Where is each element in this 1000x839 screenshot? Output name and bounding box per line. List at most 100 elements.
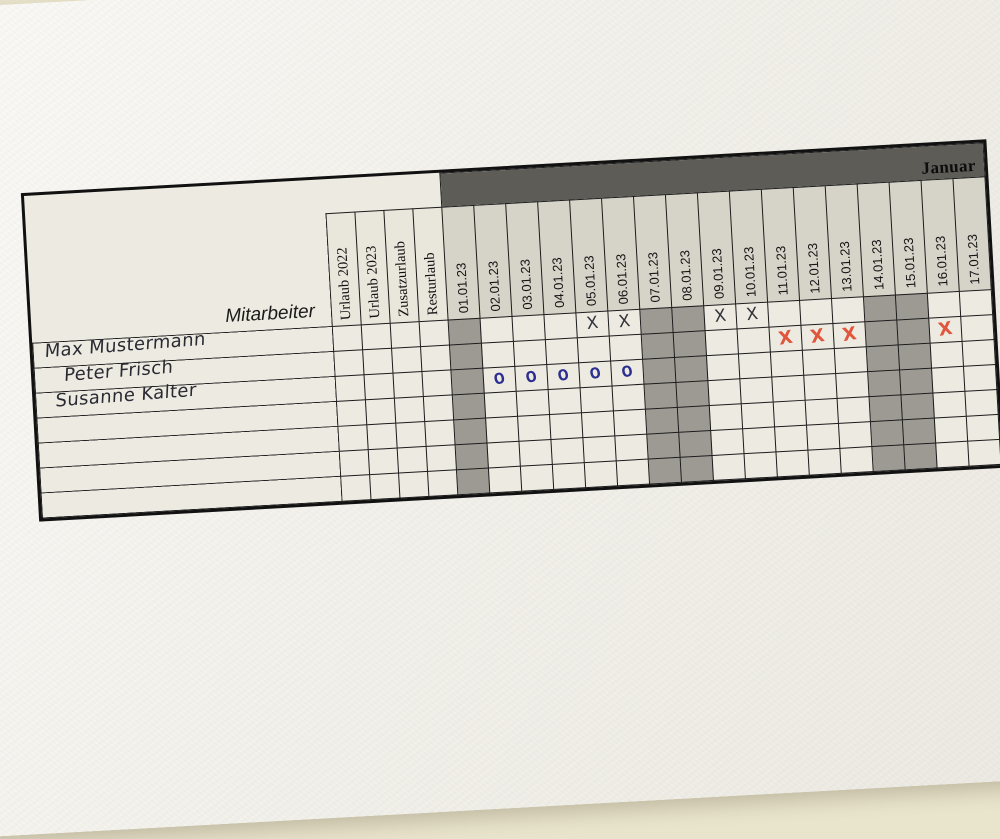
- day-cell-12.01.23[interactable]: X: [800, 323, 835, 350]
- day-cell-14.01.23[interactable]: [871, 444, 906, 472]
- day-cell-02.01.23[interactable]: [481, 340, 515, 368]
- day-cell-08.01.23[interactable]: [680, 454, 714, 482]
- day-cell-08.01.23[interactable]: [674, 355, 708, 382]
- day-cell-14.01.23[interactable]: [866, 344, 900, 372]
- tally-cell[interactable]: [332, 324, 363, 351]
- day-cell-10.01.23[interactable]: [742, 426, 776, 454]
- day-cell-01.01.23[interactable]: [452, 392, 486, 420]
- day-cell-07.01.23[interactable]: [643, 381, 678, 409]
- day-cell-06.01.23[interactable]: [611, 383, 646, 411]
- day-cell-05.01.23[interactable]: X: [575, 310, 610, 338]
- tally-cell[interactable]: [392, 371, 424, 398]
- day-cell-12.01.23[interactable]: [802, 348, 836, 375]
- day-cell-15.01.23[interactable]: [896, 317, 931, 345]
- day-cell-12.01.23[interactable]: [807, 447, 842, 475]
- day-cell-17.01.23[interactable]: [960, 314, 994, 341]
- day-cell-13.01.23[interactable]: X: [832, 321, 867, 349]
- tally-cell[interactable]: [366, 422, 398, 450]
- day-cell-09.01.23[interactable]: [710, 428, 744, 455]
- day-cell-08.01.23[interactable]: [673, 330, 707, 357]
- day-cell-14.01.23[interactable]: [870, 419, 904, 447]
- day-cell-06.01.23[interactable]: [616, 458, 650, 486]
- day-cell-17.01.23[interactable]: [963, 364, 997, 391]
- day-cell-13.01.23[interactable]: [831, 296, 865, 324]
- day-cell-10.01.23[interactable]: [737, 326, 771, 354]
- day-cell-04.01.23[interactable]: [543, 312, 578, 340]
- day-cell-11.01.23[interactable]: [773, 399, 807, 427]
- day-cell-15.01.23[interactable]: [895, 292, 929, 320]
- day-cell-16.01.23[interactable]: [930, 340, 964, 368]
- tally-cell[interactable]: [336, 399, 367, 426]
- day-cell-07.01.23[interactable]: [645, 406, 679, 434]
- day-cell-12.01.23[interactable]: [803, 372, 838, 400]
- day-cell-04.01.23[interactable]: [548, 387, 582, 415]
- tally-cell[interactable]: [337, 424, 369, 451]
- tally-cell[interactable]: [369, 472, 400, 500]
- day-cell-02.01.23[interactable]: [488, 465, 522, 493]
- tally-cell[interactable]: [421, 369, 453, 397]
- day-cell-05.01.23[interactable]: [580, 385, 614, 413]
- tally-cell[interactable]: [365, 397, 396, 425]
- day-cell-09.01.23[interactable]: [705, 328, 739, 356]
- day-cell-04.01.23[interactable]: [545, 337, 579, 365]
- day-cell-01.01.23[interactable]: [450, 367, 485, 395]
- tally-cell[interactable]: [339, 449, 370, 476]
- day-cell-07.01.23[interactable]: [641, 331, 675, 359]
- day-cell-15.01.23[interactable]: [902, 417, 936, 445]
- day-cell-01.01.23[interactable]: [448, 317, 482, 345]
- tally-cell[interactable]: [335, 374, 366, 401]
- tally-cell[interactable]: [391, 346, 422, 373]
- day-cell-07.01.23[interactable]: [642, 356, 676, 384]
- tally-cell[interactable]: [333, 349, 364, 376]
- day-cell-01.01.23[interactable]: [455, 442, 489, 470]
- day-cell-03.01.23[interactable]: [518, 438, 553, 466]
- day-cell-10.01.23[interactable]: [741, 401, 775, 429]
- day-cell-13.01.23[interactable]: [837, 396, 871, 423]
- tally-cell[interactable]: [427, 469, 458, 496]
- day-cell-08.01.23[interactable]: [677, 405, 711, 432]
- day-cell-16.01.23[interactable]: [931, 365, 965, 393]
- day-cell-15.01.23[interactable]: [899, 367, 933, 395]
- day-cell-15.01.23[interactable]: [903, 442, 938, 470]
- day-cell-13.01.23[interactable]: [838, 421, 872, 448]
- day-cell-13.01.23[interactable]: [835, 371, 869, 398]
- day-cell-17.01.23[interactable]: [967, 438, 1000, 466]
- day-cell-10.01.23[interactable]: [738, 351, 772, 379]
- day-cell-06.01.23[interactable]: O: [610, 358, 644, 386]
- tally-cell[interactable]: [426, 444, 457, 471]
- tally-cell[interactable]: [363, 372, 395, 400]
- day-cell-17.01.23[interactable]: [962, 339, 996, 366]
- day-cell-06.01.23[interactable]: X: [607, 308, 642, 336]
- day-cell-04.01.23[interactable]: [550, 437, 585, 464]
- day-cell-14.01.23[interactable]: [867, 369, 901, 397]
- day-cell-11.01.23[interactable]: [775, 449, 810, 477]
- day-cell-14.01.23[interactable]: [863, 294, 897, 322]
- day-cell-02.01.23[interactable]: [484, 390, 518, 418]
- day-cell-07.01.23[interactable]: [648, 456, 682, 484]
- day-cell-16.01.23[interactable]: [927, 290, 961, 318]
- day-cell-17.01.23[interactable]: [959, 289, 993, 316]
- day-cell-05.01.23[interactable]: [581, 410, 615, 438]
- tally-cell[interactable]: [340, 474, 371, 501]
- day-cell-03.01.23[interactable]: O: [514, 364, 549, 391]
- tally-cell[interactable]: [424, 419, 456, 446]
- tally-cell[interactable]: [362, 347, 393, 375]
- day-cell-01.01.23[interactable]: [456, 467, 490, 495]
- day-cell-02.01.23[interactable]: [480, 315, 514, 343]
- day-cell-06.01.23[interactable]: [613, 408, 647, 436]
- tally-cell[interactable]: [397, 445, 428, 473]
- day-cell-09.01.23[interactable]: X: [703, 303, 738, 331]
- day-cell-06.01.23[interactable]: [614, 433, 649, 461]
- day-cell-09.01.23[interactable]: [707, 378, 742, 406]
- day-cell-11.01.23[interactable]: [771, 374, 806, 402]
- day-cell-17.01.23[interactable]: [966, 413, 1000, 441]
- day-cell-09.01.23[interactable]: [709, 403, 743, 431]
- day-cell-14.01.23[interactable]: [864, 319, 899, 347]
- day-cell-15.01.23[interactable]: [900, 392, 935, 420]
- day-cell-08.01.23[interactable]: [678, 430, 713, 457]
- day-cell-01.01.23[interactable]: [453, 417, 487, 445]
- day-cell-11.01.23[interactable]: X: [768, 324, 803, 352]
- day-cell-07.01.23[interactable]: [646, 431, 681, 459]
- tally-cell[interactable]: [420, 344, 451, 372]
- day-cell-15.01.23[interactable]: [898, 342, 932, 370]
